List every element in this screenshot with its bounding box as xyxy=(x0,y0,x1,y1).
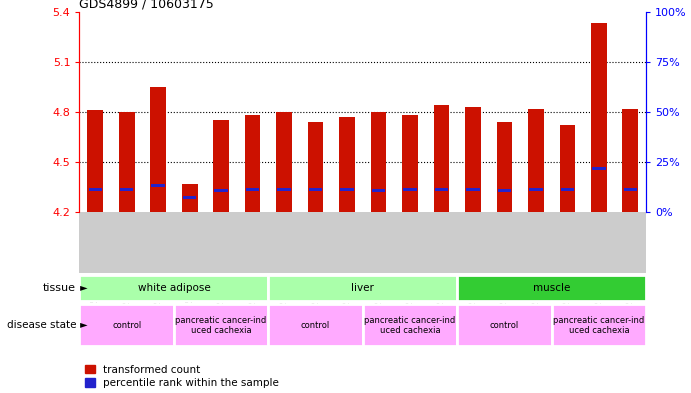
Bar xyxy=(341,187,354,191)
Text: pancreatic cancer-ind
uced cachexia: pancreatic cancer-ind uced cachexia xyxy=(553,316,645,335)
Bar xyxy=(372,189,385,192)
Bar xyxy=(214,120,229,212)
Bar xyxy=(466,187,480,191)
Bar xyxy=(404,187,417,191)
Text: control: control xyxy=(301,321,330,330)
Bar xyxy=(339,117,355,212)
Bar xyxy=(433,105,449,212)
Bar xyxy=(119,112,135,212)
Bar xyxy=(551,304,646,347)
Text: pancreatic cancer-ind
uced cachexia: pancreatic cancer-ind uced cachexia xyxy=(176,316,267,335)
Bar xyxy=(276,112,292,212)
Text: ►: ► xyxy=(77,320,87,330)
Text: control: control xyxy=(490,321,519,330)
Bar xyxy=(457,304,551,347)
Text: muscle: muscle xyxy=(533,283,570,293)
Bar xyxy=(624,187,637,191)
Bar xyxy=(182,184,198,212)
Bar xyxy=(245,116,261,212)
Bar xyxy=(246,187,259,191)
Bar xyxy=(363,304,457,347)
Bar xyxy=(560,187,574,191)
Bar xyxy=(309,187,322,191)
Bar xyxy=(150,87,166,212)
Bar xyxy=(497,122,512,212)
Bar xyxy=(435,187,448,191)
Bar xyxy=(623,109,638,212)
Bar xyxy=(88,187,102,191)
Bar xyxy=(307,122,323,212)
Bar xyxy=(87,110,103,212)
Text: disease state: disease state xyxy=(6,320,76,330)
Bar xyxy=(560,125,575,212)
Bar xyxy=(120,187,133,191)
Bar xyxy=(79,304,174,347)
Bar xyxy=(528,109,544,212)
Legend: transformed count, percentile rank within the sample: transformed count, percentile rank withi… xyxy=(85,365,279,388)
Bar xyxy=(268,275,457,301)
Bar xyxy=(183,196,196,199)
Text: liver: liver xyxy=(351,283,375,293)
Bar xyxy=(592,167,605,171)
Bar xyxy=(277,187,291,191)
Bar xyxy=(529,187,542,191)
Text: white adipose: white adipose xyxy=(138,283,210,293)
Bar xyxy=(591,24,607,212)
Bar xyxy=(457,275,646,301)
Bar xyxy=(370,112,386,212)
Text: tissue: tissue xyxy=(43,283,76,293)
Bar xyxy=(402,116,418,212)
Text: ►: ► xyxy=(77,283,87,293)
Text: GDS4899 / 10603175: GDS4899 / 10603175 xyxy=(79,0,214,11)
Bar xyxy=(174,304,268,347)
Bar xyxy=(498,189,511,192)
Bar xyxy=(268,304,363,347)
Bar xyxy=(79,275,268,301)
Bar xyxy=(465,107,481,212)
Text: control: control xyxy=(112,321,141,330)
Text: pancreatic cancer-ind
uced cachexia: pancreatic cancer-ind uced cachexia xyxy=(364,316,455,335)
Bar xyxy=(214,189,228,192)
Bar xyxy=(151,184,165,187)
